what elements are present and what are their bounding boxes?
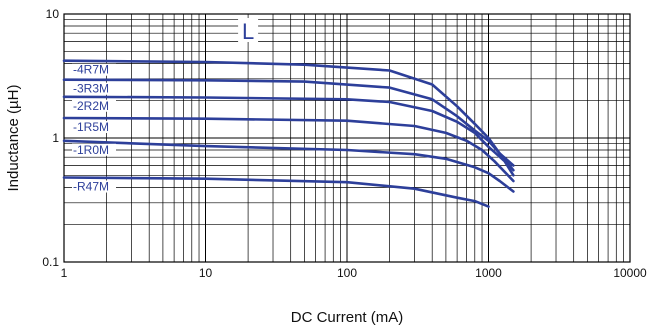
x-tick-label: 10 xyxy=(199,266,213,280)
series-line xyxy=(62,95,515,177)
series-label: -R47M xyxy=(73,180,109,194)
x-tick-label: 1 xyxy=(61,266,68,280)
series-line xyxy=(62,78,515,172)
series-layer: -4R7M -3R3M -2R2M -1R5M -1R0M -R47M xyxy=(62,59,515,208)
series-label-bg xyxy=(72,63,116,76)
series-line xyxy=(62,139,515,193)
panel-label: L xyxy=(242,19,254,44)
plot-frame xyxy=(63,13,631,263)
x-tick-label: 1000 xyxy=(475,266,502,280)
y-axis-title: Inductance (µH) xyxy=(5,84,22,191)
series-label-bg xyxy=(72,180,116,193)
panel-label-box xyxy=(238,18,259,42)
x-tick-label: 100 xyxy=(337,266,357,280)
series-label-bg xyxy=(72,120,116,133)
series-label: -1R0M xyxy=(73,143,109,157)
x-axis-title: DC Current (mA) xyxy=(291,309,404,326)
series-label: -1R5M xyxy=(73,120,109,134)
y-tick-label: 10 xyxy=(46,7,60,21)
series-label: -3R3M xyxy=(73,82,109,96)
series-label: -4R7M xyxy=(73,63,109,77)
y-tick-label: 0.1 xyxy=(42,255,59,269)
series-line xyxy=(62,116,515,183)
x-tick-label: 10000 xyxy=(613,266,647,280)
series-label-bg xyxy=(72,82,116,95)
series-label-bg xyxy=(72,143,116,156)
series-label: -2R2M xyxy=(73,99,109,113)
grid-lines xyxy=(63,14,630,263)
series-label-bg xyxy=(72,99,116,112)
y-tick-label: 1 xyxy=(52,131,59,145)
series-line xyxy=(62,176,490,208)
